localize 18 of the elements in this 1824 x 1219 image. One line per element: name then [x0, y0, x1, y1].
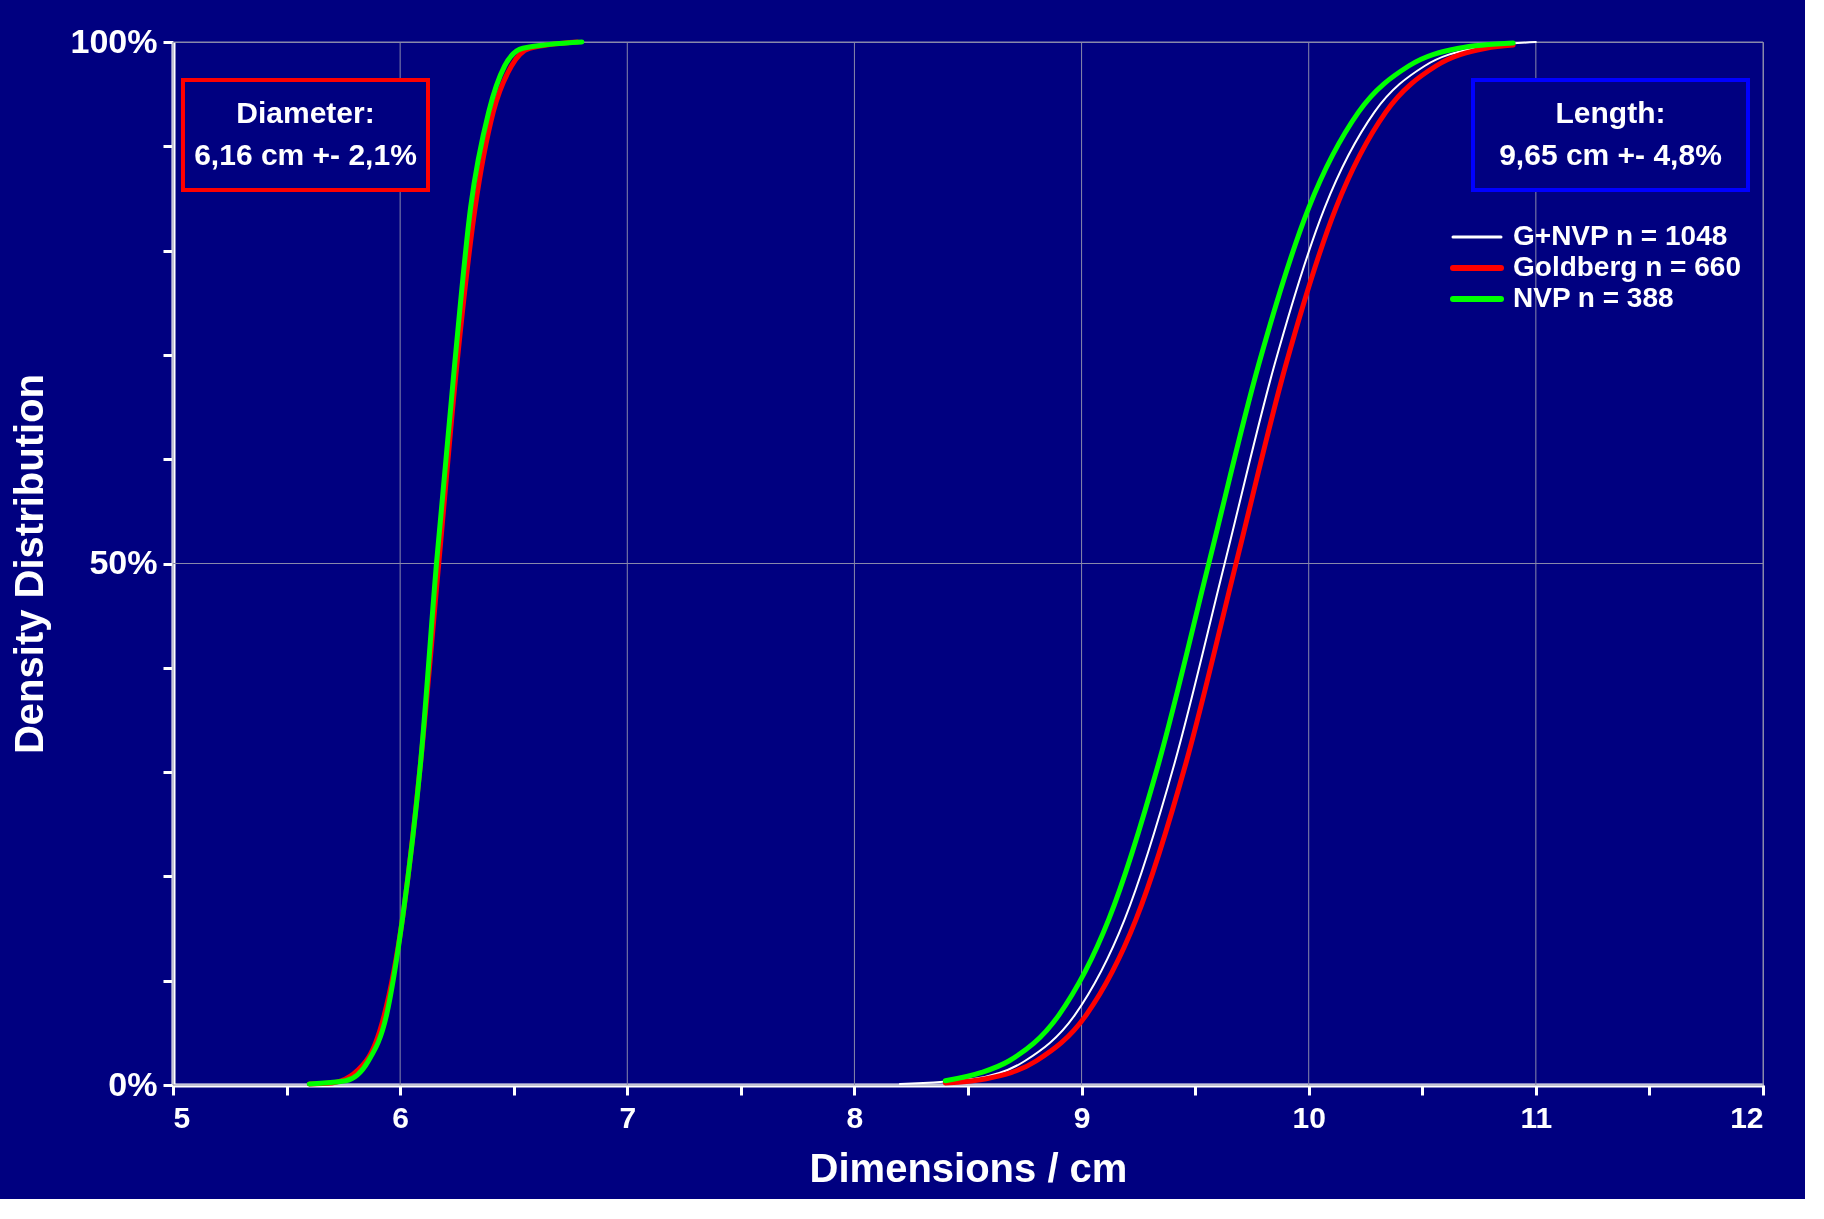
x-tick-label: 8 [846, 1100, 864, 1134]
y-tick-label: 0% [108, 1064, 158, 1103]
y-axis-title: Density Distribution [6, 373, 51, 755]
legend-label: NVP n = 388 [1513, 282, 1674, 313]
x-tick-label: 6 [392, 1100, 409, 1134]
x-tick-label: 10 [1292, 1100, 1326, 1134]
legend-label: Goldberg n = 660 [1513, 251, 1741, 282]
x-tick-label: 12 [1730, 1100, 1764, 1134]
x-tick-label: 7 [619, 1100, 637, 1134]
y-tick-label: 100% [70, 21, 158, 60]
x-tick-label: 9 [1073, 1100, 1091, 1134]
y-tick-label: 50% [89, 543, 158, 581]
annotation: Length: 9,65 cm +- 4,8% [1499, 96, 1722, 171]
x-axis-title: Dimensions / cm [809, 1145, 1128, 1190]
legend-label: G+NVP n = 1048 [1513, 220, 1728, 251]
annotation: Diameter: 6,16 cm +- 2,1% [194, 96, 417, 171]
x-tick-label: 5 [173, 1100, 191, 1134]
x-tick-label: 11 [1520, 1100, 1553, 1134]
